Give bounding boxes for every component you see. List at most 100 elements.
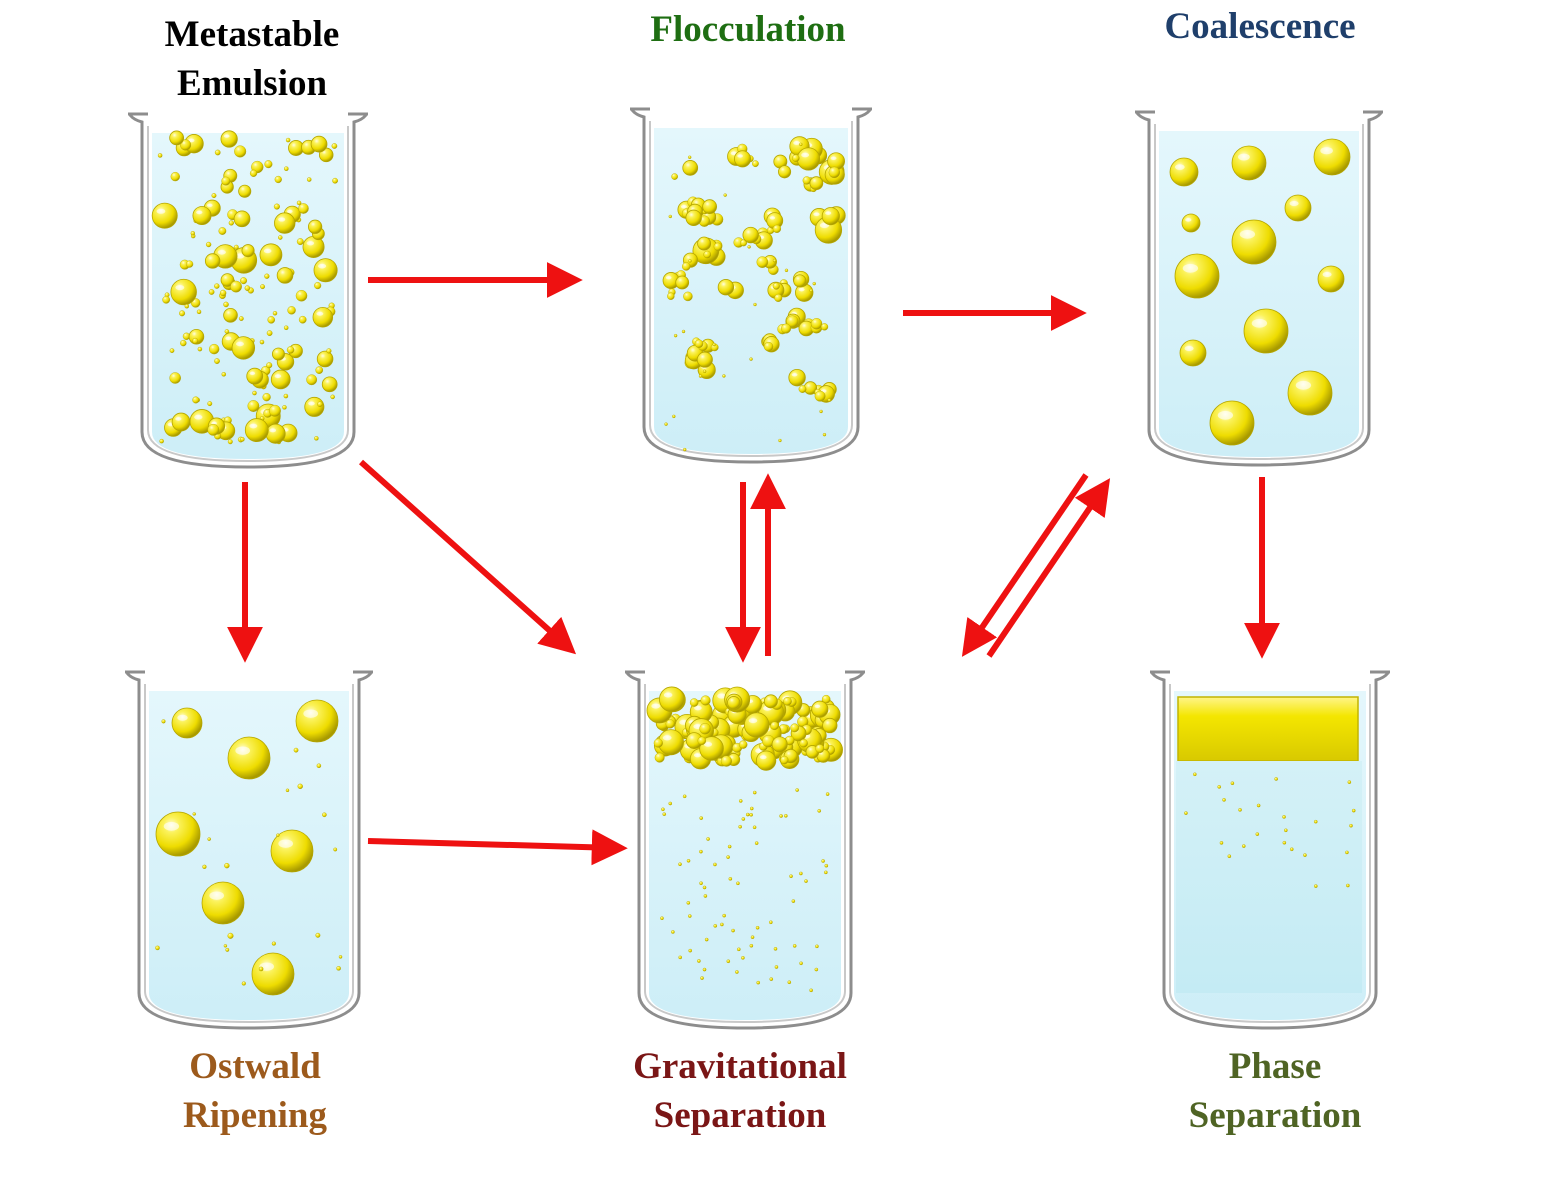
droplet [769, 920, 773, 925]
droplet [192, 337, 199, 344]
droplet [754, 841, 759, 845]
droplet [298, 203, 309, 214]
label-flocculation-line1: Flocculation [650, 9, 846, 50]
droplet [211, 193, 217, 199]
droplet [192, 206, 212, 226]
droplet [185, 260, 194, 268]
droplet [314, 436, 319, 441]
droplet [814, 390, 826, 402]
droplet [697, 736, 707, 746]
droplet [774, 965, 779, 969]
droplet [295, 699, 339, 743]
droplet [778, 438, 782, 443]
droplet [285, 788, 290, 793]
droplet [262, 393, 271, 402]
droplet [793, 274, 807, 288]
droplet [240, 277, 248, 285]
beaker-gravitational [625, 670, 865, 1030]
label-coalescence: Coalescence [1130, 2, 1390, 51]
droplet [741, 817, 746, 821]
droplet [287, 306, 296, 315]
droplet [664, 422, 668, 426]
droplet [224, 862, 230, 869]
droplet [699, 881, 703, 886]
droplet [316, 763, 322, 768]
droplet [784, 814, 788, 818]
droplet [686, 901, 691, 905]
droplet [737, 947, 741, 952]
droplet [825, 792, 830, 796]
droplet [671, 930, 675, 934]
droplet [820, 323, 829, 331]
droplet [678, 862, 682, 867]
arrow-coalescence-to-gravitational [961, 473, 1089, 657]
droplet [304, 396, 325, 417]
droplet [662, 812, 667, 816]
beaker-metastable [128, 112, 368, 469]
droplet [778, 165, 792, 179]
droplet [696, 351, 713, 368]
droplet [202, 864, 207, 869]
droplet [283, 325, 289, 331]
droplet [713, 862, 717, 867]
droplet [1314, 884, 1318, 888]
droplet [686, 859, 691, 863]
droplet [1238, 808, 1242, 812]
droplet [192, 812, 196, 816]
droplet [184, 304, 190, 309]
droplet [317, 401, 323, 407]
droplet [698, 374, 703, 378]
droplet [1181, 213, 1201, 233]
label-flocculation: Flocculation [618, 5, 878, 54]
droplet [1351, 808, 1356, 813]
droplet [694, 339, 704, 348]
droplet [763, 694, 778, 709]
droplet [266, 330, 273, 336]
droplet [702, 885, 707, 890]
droplet [699, 723, 711, 735]
droplet [734, 150, 752, 168]
droplet [726, 959, 731, 964]
droplet [786, 315, 799, 328]
droplet [819, 409, 823, 414]
droplet [682, 160, 699, 176]
droplet [322, 812, 327, 818]
droplet [221, 176, 231, 186]
droplet [771, 736, 788, 753]
droplet [821, 207, 840, 226]
droplet [197, 346, 203, 352]
label-gravitational-line2: Separation [653, 1095, 827, 1136]
droplet [1345, 850, 1349, 855]
droplet [190, 231, 195, 236]
droplet [1346, 883, 1350, 888]
beaker-phase [1150, 670, 1390, 1030]
droplet [259, 243, 283, 267]
droplet [661, 807, 665, 812]
droplet [659, 686, 685, 713]
droplet [307, 219, 323, 234]
droplet [234, 145, 247, 158]
droplet [779, 814, 783, 818]
droplet [815, 944, 819, 949]
droplet [228, 220, 234, 226]
droplet [293, 747, 299, 753]
droplet [683, 291, 693, 302]
droplet [1230, 781, 1235, 786]
droplet [201, 881, 245, 925]
liquid [649, 691, 841, 1020]
droplet [171, 412, 191, 432]
droplet [151, 202, 178, 229]
droplet [750, 935, 755, 939]
droplet [332, 177, 338, 184]
droplet [170, 171, 180, 182]
label-metastable-line2: Emulsion [176, 63, 328, 104]
droplet [1222, 798, 1226, 802]
droplet [783, 696, 792, 706]
droplet [315, 366, 324, 374]
droplet [1349, 823, 1353, 828]
droplet [752, 825, 757, 830]
droplet [214, 149, 221, 156]
droplet [702, 199, 717, 215]
droplet [297, 783, 303, 790]
arrow-metastable-to-gravitational [359, 459, 577, 655]
